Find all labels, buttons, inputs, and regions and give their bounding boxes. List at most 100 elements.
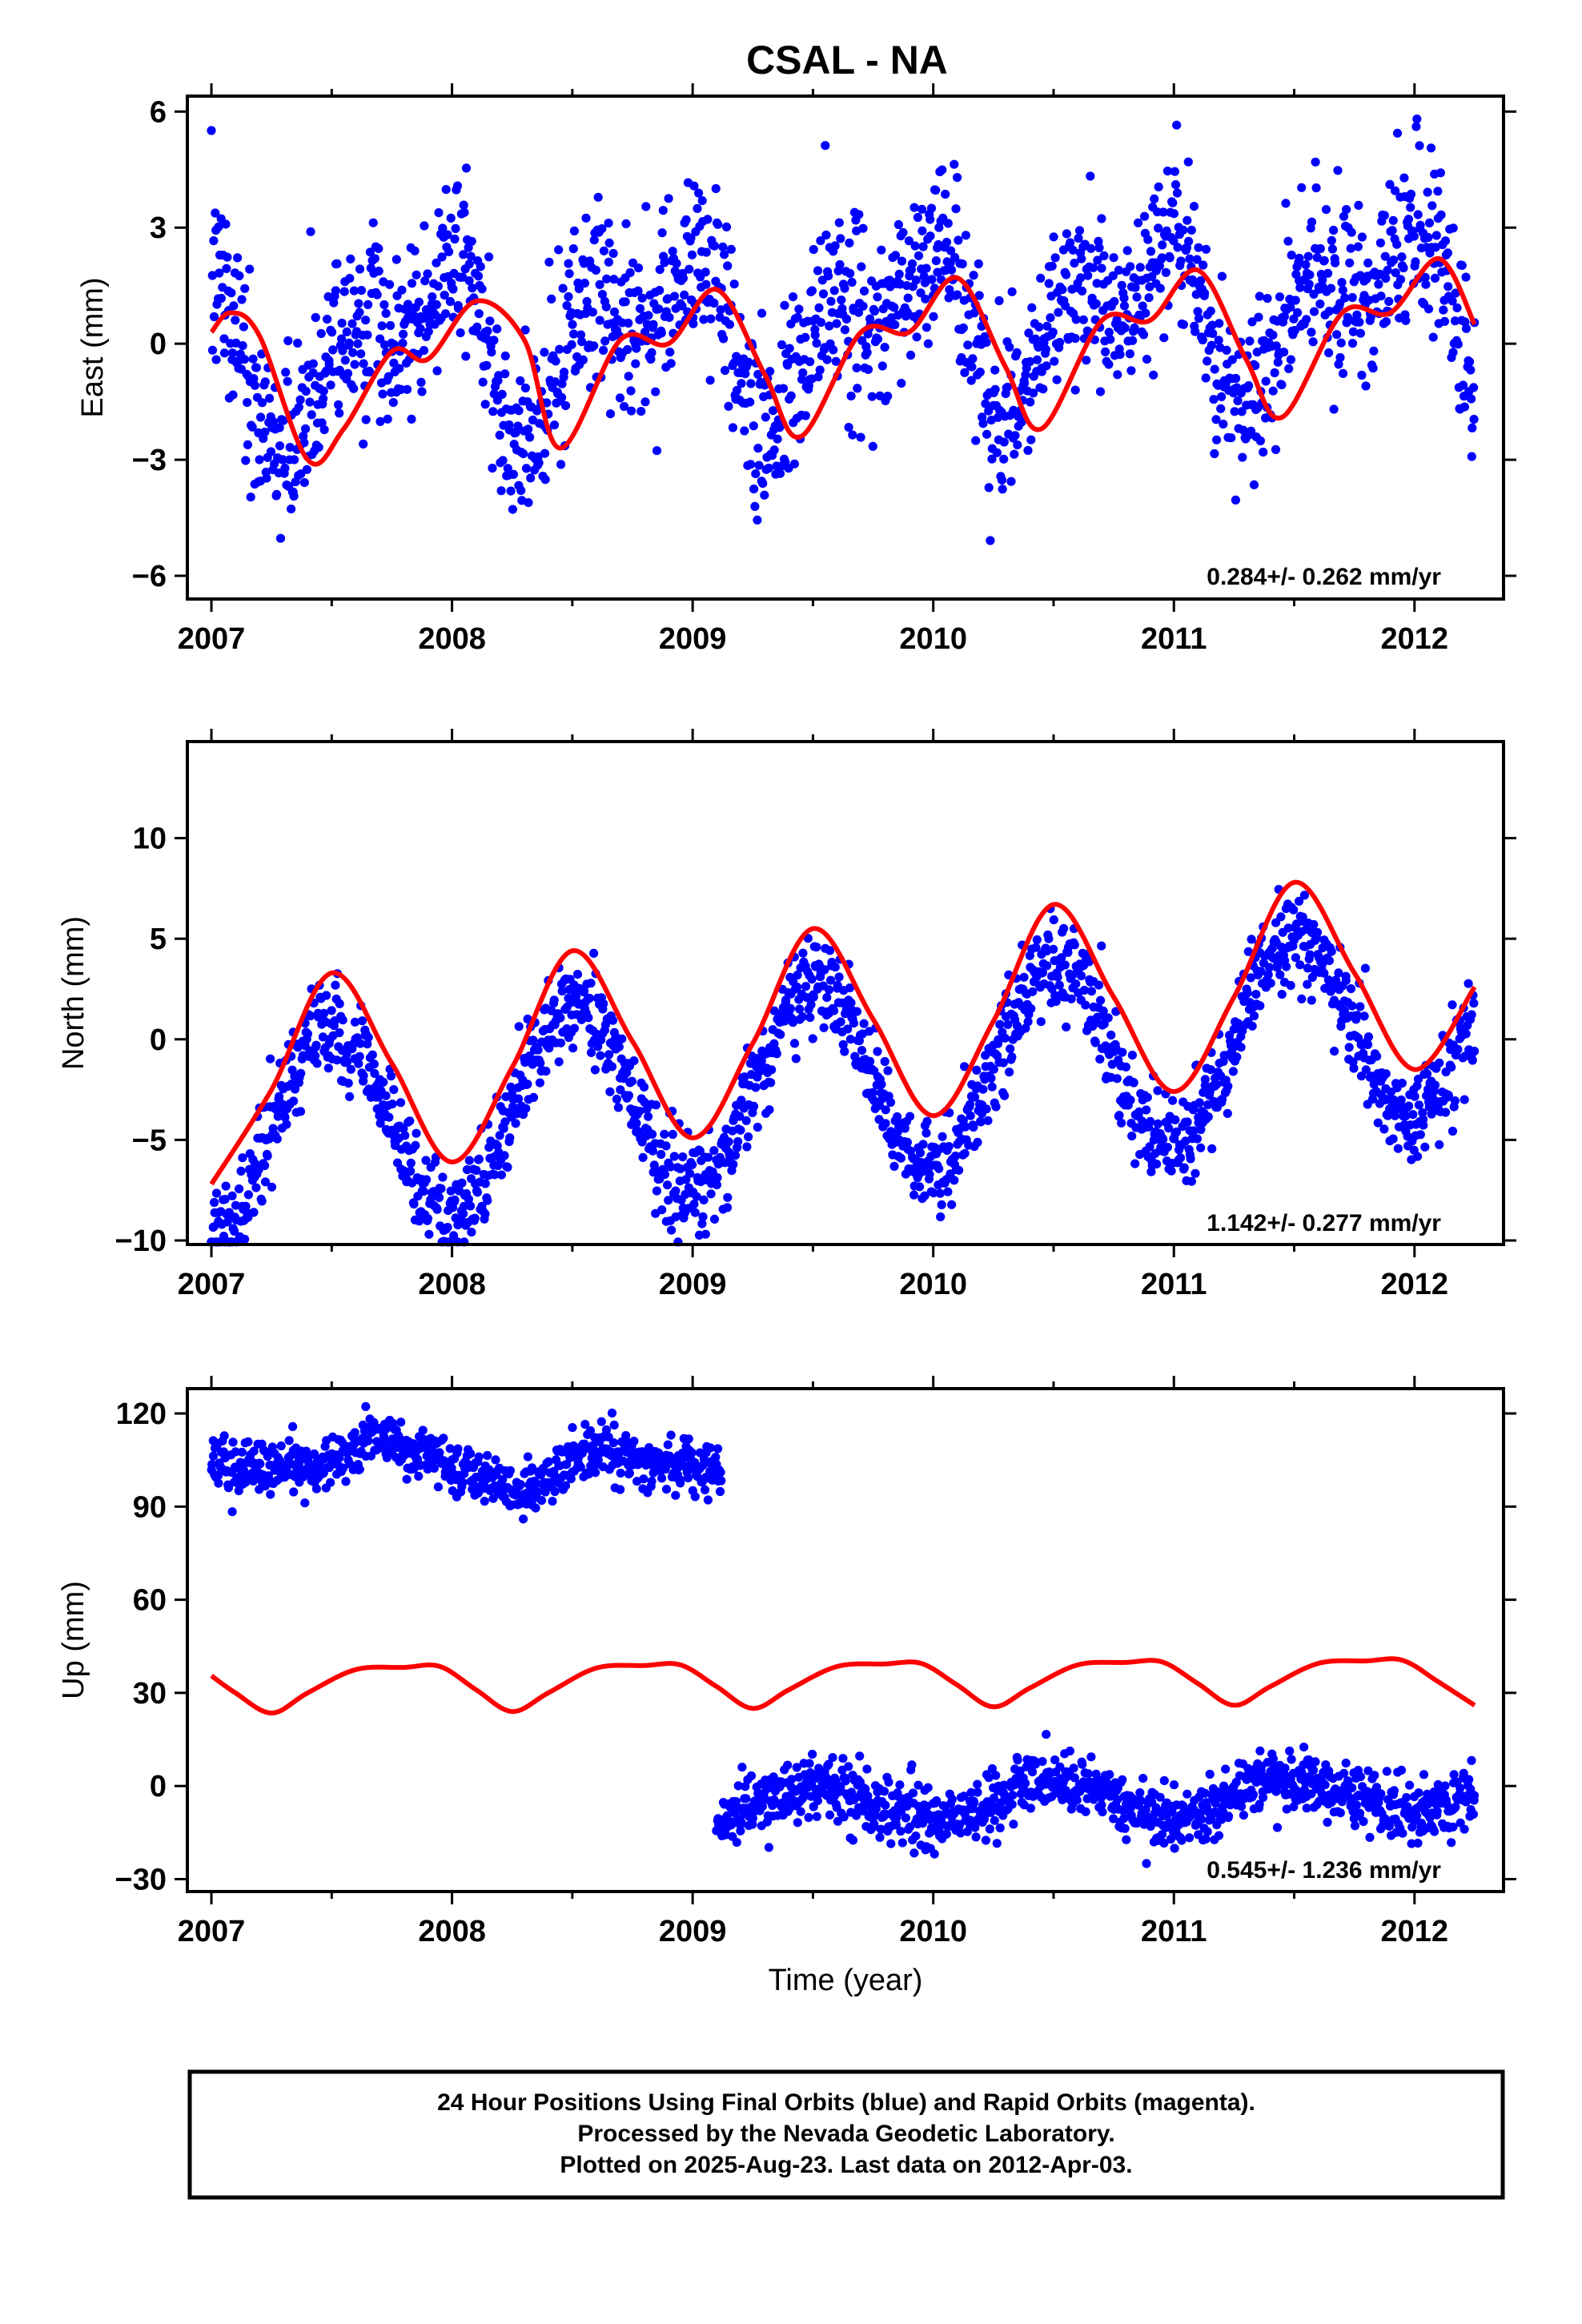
east-data-point: [514, 406, 524, 416]
north-x-tick-label: 2010: [899, 1268, 967, 1301]
north-y-tick-label: 10: [133, 822, 167, 856]
north-data-point: [1397, 1079, 1407, 1088]
east-data-point: [1109, 253, 1118, 263]
east-data-point: [680, 290, 689, 300]
north-data-point: [528, 1035, 538, 1045]
east-data-point: [694, 188, 704, 198]
up-data-point: [732, 1838, 741, 1848]
north-data-point: [387, 1100, 397, 1109]
east-data-point: [848, 430, 857, 440]
north-data-point: [657, 1205, 667, 1215]
up-data-point: [647, 1477, 656, 1486]
north-data-point: [443, 1223, 452, 1232]
east-data-point: [1270, 368, 1279, 378]
east-data-point: [1038, 384, 1048, 394]
north-data-point: [788, 1018, 798, 1027]
north-data-point: [411, 1140, 420, 1150]
east-data-point: [216, 293, 226, 304]
north-data-point: [935, 1188, 945, 1198]
north-data-point: [370, 1068, 379, 1078]
east-data-point: [597, 224, 607, 234]
east-data-point: [1342, 205, 1351, 215]
north-data-point: [375, 1119, 385, 1128]
up-data-point: [973, 1787, 982, 1797]
east-data-point: [726, 244, 736, 254]
east-data-point: [1142, 355, 1152, 364]
east-data-point: [621, 219, 631, 228]
east-data-point: [423, 269, 432, 279]
up-data-point: [639, 1474, 648, 1484]
east-data-point: [829, 286, 839, 296]
up-data-point: [255, 1459, 265, 1469]
east-data-point: [729, 279, 739, 289]
east-data-point: [953, 173, 962, 183]
north-data-point: [709, 1214, 720, 1224]
east-data-point: [496, 486, 506, 496]
north-data-point: [210, 1197, 219, 1208]
east-data-point: [1353, 242, 1363, 251]
north-data-point: [1023, 1017, 1033, 1027]
east-data-point: [237, 295, 247, 304]
north-data-point: [1207, 1144, 1217, 1154]
north-data-point: [950, 1176, 959, 1185]
east-data-point: [516, 376, 525, 386]
north-data-point: [1453, 1044, 1463, 1054]
east-data-point: [986, 536, 995, 545]
north-data-point: [1327, 947, 1336, 956]
east-data-point: [635, 304, 645, 313]
east-data-point: [664, 194, 673, 203]
east-data-point: [468, 283, 477, 293]
east-data-point: [732, 385, 742, 396]
east-data-point: [593, 192, 603, 202]
east-data-point: [1089, 263, 1098, 272]
north-data-point: [1170, 1115, 1180, 1124]
up-data-point: [350, 1428, 359, 1437]
east-data-point: [331, 286, 340, 296]
east-plot-frame: [186, 94, 1505, 601]
east-data-point: [1368, 364, 1378, 373]
north-data-point: [1447, 1063, 1456, 1072]
east-data-point: [1461, 272, 1471, 282]
north-data-point: [627, 1076, 637, 1086]
east-data-point: [1188, 278, 1198, 287]
up-data-point: [1065, 1746, 1074, 1756]
east-data-point: [997, 475, 1007, 485]
east-data-point: [1076, 273, 1086, 283]
east-data-point: [816, 236, 825, 246]
east-data-point: [1128, 336, 1138, 345]
north-data-point: [1182, 1117, 1192, 1127]
up-data-point: [992, 1839, 1002, 1848]
east-data-point: [1211, 415, 1221, 424]
east-x-tick-label: 2008: [418, 622, 486, 656]
up-data-point: [687, 1448, 697, 1458]
east-data-point: [1078, 315, 1088, 324]
north-data-point: [1282, 962, 1291, 971]
north-data-point: [685, 1168, 695, 1178]
north-data-point: [1435, 1058, 1444, 1068]
east-data-point: [374, 266, 383, 276]
east-data-point: [595, 279, 604, 289]
north-data-point: [460, 1201, 469, 1211]
east-data-point: [544, 257, 554, 267]
east-data-point: [760, 490, 769, 500]
north-data-point: [1000, 1091, 1010, 1100]
up-data-point: [439, 1433, 448, 1443]
north-data-point: [511, 1119, 520, 1128]
east-data-point: [1311, 157, 1320, 167]
north-data-point: [464, 1194, 474, 1204]
north-data-point: [614, 1042, 624, 1051]
east-data-point: [1099, 251, 1109, 260]
east-data-point: [275, 423, 284, 432]
north-data-point: [1186, 1176, 1196, 1186]
east-data-point: [260, 427, 270, 437]
east-data-point: [775, 468, 785, 478]
east-data-point: [451, 223, 460, 233]
east-data-point: [604, 219, 613, 228]
up-data-point: [1182, 1789, 1192, 1799]
east-data-point: [999, 454, 1009, 464]
east-data-point: [487, 348, 496, 357]
up-data-point: [1013, 1755, 1022, 1765]
north-data-point: [480, 1179, 490, 1188]
east-rate-label: 0.284+/- 0.262 mm/yr: [1207, 564, 1441, 590]
north-data-point: [793, 971, 802, 980]
